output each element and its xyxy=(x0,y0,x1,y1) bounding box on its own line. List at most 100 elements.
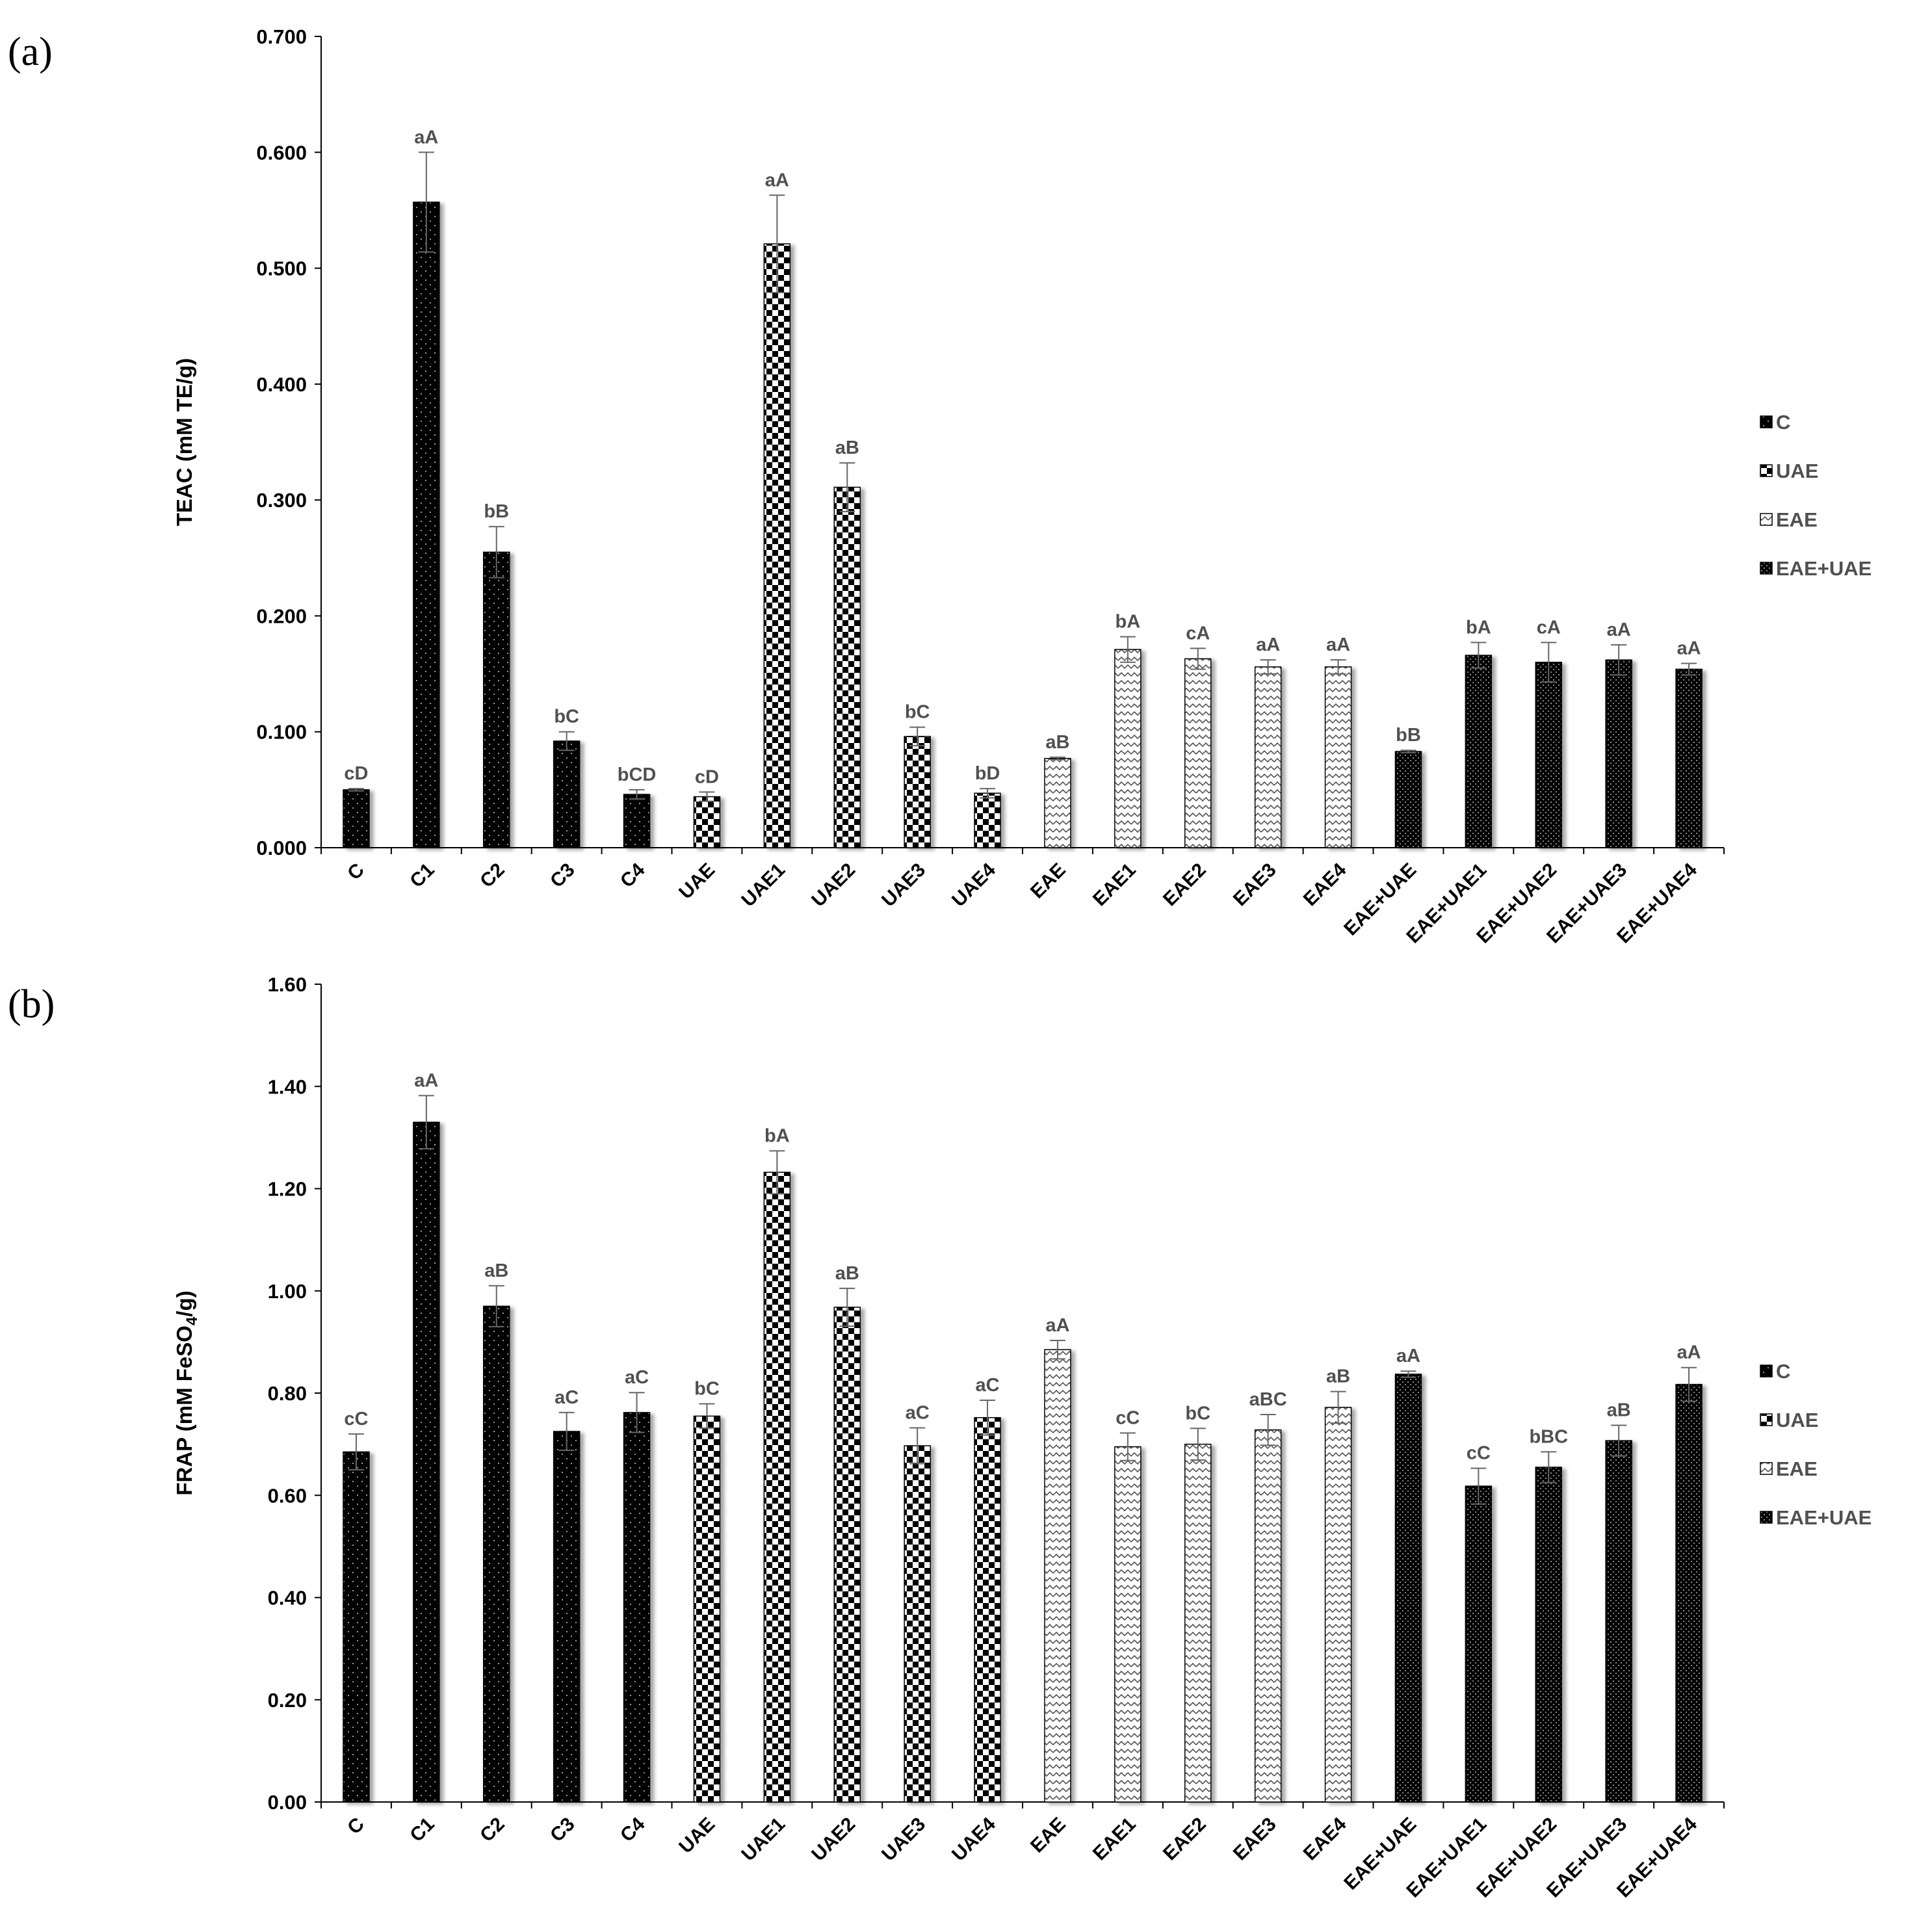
significance-label: bC xyxy=(905,702,930,723)
significance-label: aA xyxy=(1607,620,1631,640)
chart-teac: 0.000 0.100 0.200 0.300 0.400 0.500 0.600 0.700… xyxy=(172,25,1872,948)
bar xyxy=(413,1121,440,1803)
legend-label: EAE+UAE xyxy=(1776,1506,1872,1529)
x-tick-label: EAE3 xyxy=(1229,859,1281,911)
x-tick-label: UAE xyxy=(675,859,719,904)
legend-swatch xyxy=(1760,1462,1773,1475)
y-tick-label: 0.000 xyxy=(256,837,307,859)
bar xyxy=(483,1305,510,1803)
significance-label: cA xyxy=(1186,623,1210,644)
significance-label: aA xyxy=(1256,634,1280,655)
x-tick-label: EAE2 xyxy=(1159,859,1210,911)
panel-b-label: (b) xyxy=(8,982,55,1026)
significance-label: cD xyxy=(695,766,719,787)
legend-label: EAE xyxy=(1776,508,1818,531)
y-tick-label: 0.60 xyxy=(268,1484,307,1507)
significance-label: aA xyxy=(1677,1342,1701,1363)
significance-label: bC xyxy=(694,1379,720,1400)
legend-swatch xyxy=(1760,562,1773,575)
legend-swatch xyxy=(1760,1511,1773,1524)
x-tick-label: C4 xyxy=(616,1813,649,1846)
x-tick-label: EAE4 xyxy=(1299,1813,1351,1864)
y-tick-label: 1.60 xyxy=(268,973,307,996)
bar xyxy=(693,1415,721,1803)
legend-swatch xyxy=(1760,464,1773,477)
legend-swatch xyxy=(1760,1413,1773,1426)
significance-label: aC xyxy=(555,1387,579,1408)
bar xyxy=(1394,1374,1422,1803)
x-tick-label: EAE2 xyxy=(1159,1814,1210,1865)
y-tick-label: 1.40 xyxy=(268,1075,307,1098)
significance-label: aA xyxy=(414,1070,438,1091)
bar xyxy=(693,796,721,848)
x-tick-label: EAE3 xyxy=(1229,1814,1281,1865)
y-tick-label: 1.00 xyxy=(268,1280,307,1303)
y-tick-label: 0.200 xyxy=(256,605,307,627)
x-tick-label: UAE1 xyxy=(737,1814,789,1866)
significance-label: aA xyxy=(414,127,438,148)
legend-swatch xyxy=(1760,1364,1773,1377)
bar xyxy=(1394,751,1422,848)
legend-label: EAE xyxy=(1776,1457,1818,1480)
significance-label: cC xyxy=(344,1409,368,1429)
x-tick-label: UAE1 xyxy=(737,859,789,911)
y-tick-label: 0.500 xyxy=(256,257,307,280)
y-tick-label: 0.600 xyxy=(256,141,307,164)
significance-label: aA xyxy=(1396,1346,1420,1366)
y-tick-label: 0.00 xyxy=(268,1791,307,1814)
bar xyxy=(904,1445,931,1803)
bar xyxy=(1675,1383,1703,1803)
x-tick-label: C4 xyxy=(616,859,649,892)
significance-label: aBC xyxy=(1249,1389,1287,1410)
bar xyxy=(904,736,931,848)
x-tick-label: C2 xyxy=(476,1814,508,1846)
significance-label: cA xyxy=(1537,617,1561,638)
bar xyxy=(623,794,651,848)
y-tick-label: 0.80 xyxy=(268,1382,307,1405)
x-tick-label: UAE3 xyxy=(878,859,930,911)
bar xyxy=(1465,1485,1493,1803)
bar xyxy=(1254,1429,1282,1803)
bar xyxy=(1535,1467,1562,1803)
bar xyxy=(483,551,510,848)
significance-label: aA xyxy=(765,170,789,190)
significance-label: aA xyxy=(1045,1315,1069,1336)
bar xyxy=(1324,666,1352,848)
bar xyxy=(1675,668,1703,848)
x-tick-label: UAE4 xyxy=(948,859,1000,911)
legend-label: C xyxy=(1776,411,1790,434)
x-tick-label: EAE xyxy=(1026,859,1070,903)
significance-label: aC xyxy=(906,1402,930,1423)
bar xyxy=(1114,1446,1142,1803)
x-tick-label: UAE3 xyxy=(878,1814,930,1866)
bar xyxy=(343,789,370,848)
significance-label: cC xyxy=(1116,1407,1140,1428)
significance-label: bB xyxy=(484,501,509,522)
y-tick-label: 0.20 xyxy=(268,1689,307,1712)
y-tick-label: 0.700 xyxy=(256,25,307,48)
bar xyxy=(1535,661,1562,848)
significance-label: aB xyxy=(484,1260,508,1281)
significance-label: aB xyxy=(1326,1366,1350,1387)
x-tick-label: EAE1 xyxy=(1089,1814,1140,1865)
bar xyxy=(1605,659,1632,848)
bar xyxy=(974,1416,1001,1803)
legend-label: UAE xyxy=(1776,460,1818,482)
bar xyxy=(1465,655,1493,848)
bar xyxy=(343,1451,370,1803)
significance-label: bA xyxy=(1116,612,1141,633)
bar xyxy=(1184,658,1212,848)
significance-label: bBC xyxy=(1529,1426,1568,1447)
y-axis-title: TEAC (mM TE/g) xyxy=(172,358,196,526)
y-tick-label: 0.40 xyxy=(268,1587,307,1610)
x-tick-label: C2 xyxy=(476,859,508,892)
y-tick-label: 0.300 xyxy=(256,489,307,512)
x-tick-label: UAE2 xyxy=(807,1814,859,1866)
y-tick-label: 0.400 xyxy=(256,373,307,396)
y-axis-title: FRAP (mM FeSO4/g) xyxy=(172,1290,201,1495)
x-tick-label: C3 xyxy=(546,859,579,892)
y-tick-label: 1.20 xyxy=(268,1178,307,1201)
bar xyxy=(413,202,440,848)
significance-label: aC xyxy=(976,1375,1000,1396)
x-tick-label: C3 xyxy=(546,1814,579,1846)
